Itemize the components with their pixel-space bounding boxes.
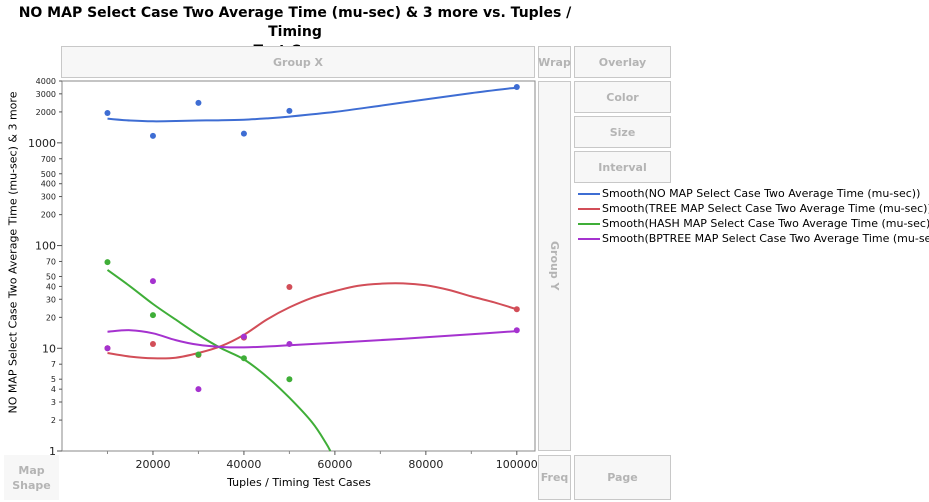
legend-item-1[interactable]: Smooth(NO MAP Select Case Two Average Ti…: [578, 186, 929, 201]
y-tick-label: 2: [51, 416, 56, 425]
x-tick-label: 40000: [226, 458, 261, 471]
data-point-series-1[interactable]: [286, 107, 293, 114]
legend-item-4[interactable]: Smooth(BPTREE MAP Select Case Two Averag…: [578, 231, 929, 246]
smooth-curves: [106, 86, 518, 452]
data-point-series-3[interactable]: [240, 355, 247, 362]
legend: Smooth(NO MAP Select Case Two Average Ti…: [578, 186, 929, 246]
x-axis-label: Tuples / Timing Test Cases: [227, 476, 371, 489]
data-point-series-1[interactable]: [240, 130, 247, 137]
smooth-line-series-4: [107, 329, 517, 349]
group-x-zone[interactable]: Group X: [61, 46, 535, 78]
y-tick-label: 3: [51, 398, 56, 407]
y-tick-label: 1000: [28, 137, 56, 150]
y-tick-label: 20: [46, 313, 56, 322]
legend-swatch: [578, 207, 600, 210]
data-point-series-4[interactable]: [195, 386, 202, 393]
data-point-series-3[interactable]: [149, 312, 156, 319]
legend-label: Smooth(BPTREE MAP Select Case Two Averag…: [602, 232, 929, 245]
data-point-series-3[interactable]: [195, 351, 202, 358]
group-y-label: Group Y: [548, 241, 561, 291]
data-point-series-3[interactable]: [104, 259, 111, 266]
y-tick-label: 200: [41, 211, 56, 220]
legend-label: Smooth(NO MAP Select Case Two Average Ti…: [602, 187, 921, 200]
data-point-series-4[interactable]: [240, 333, 247, 340]
y-tick-label: 30: [46, 295, 56, 304]
data-point-series-4[interactable]: [149, 278, 156, 285]
x-tick-label: 100000: [496, 458, 538, 471]
page-zone[interactable]: Page: [574, 455, 671, 500]
data-point-series-4[interactable]: [513, 327, 520, 334]
legend-swatch: [578, 222, 600, 225]
data-point-series-1[interactable]: [513, 83, 520, 90]
chart-title-line1: NO MAP Select Case Two Average Time (mu-…: [18, 5, 572, 40]
y-tick-label: 10: [42, 342, 56, 355]
smooth-line-series-3: [106, 269, 332, 452]
interval-zone[interactable]: Interval: [574, 151, 671, 183]
x-axis: 20000 40000 60000 80000 100000: [106, 451, 538, 471]
color-zone[interactable]: Color: [574, 81, 671, 113]
y-tick-label: 500: [41, 170, 56, 179]
data-point-series-2[interactable]: [286, 283, 293, 290]
data-point-series-4[interactable]: [286, 341, 293, 348]
y-tick-label: 5: [51, 375, 56, 384]
smooth-line-series-1: [107, 86, 517, 123]
y-tick-label: 2000: [36, 108, 56, 117]
plot-frame: [61, 80, 536, 452]
legend-item-2[interactable]: Smooth(TREE MAP Select Case Two Average …: [578, 201, 929, 216]
y-tick-label: 4000: [36, 77, 56, 86]
data-point-series-1[interactable]: [149, 132, 156, 139]
y-tick-label: 700: [41, 155, 56, 164]
data-point-series-4[interactable]: [104, 345, 111, 352]
size-zone[interactable]: Size: [574, 116, 671, 148]
data-point-series-2[interactable]: [513, 306, 520, 313]
x-tick-label: 60000: [317, 458, 352, 471]
data-point-series-1[interactable]: [104, 110, 111, 117]
map-shape-label-line2: Shape: [12, 478, 51, 492]
map-shape-label-line1: Map: [18, 463, 45, 477]
map-shape-zone[interactable]: Map Shape: [4, 455, 59, 500]
data-point-series-2[interactable]: [149, 341, 156, 348]
y-tick-label: 70: [46, 257, 56, 266]
y-tick-label: 1: [49, 445, 56, 458]
data-point-series-3[interactable]: [286, 376, 293, 383]
group-y-zone[interactable]: Group Y: [538, 81, 571, 451]
data-point-series-1[interactable]: [195, 99, 202, 106]
freq-zone[interactable]: Freq: [538, 455, 571, 500]
y-tick-label: 3000: [36, 90, 56, 99]
legend-label: Smooth(HASH MAP Select Case Two Average …: [602, 217, 929, 230]
legend-label: Smooth(TREE MAP Select Case Two Average …: [602, 202, 929, 215]
data-points: [104, 83, 520, 393]
y-tick-label: 7: [51, 360, 56, 369]
smooth-line-series-2: [107, 282, 518, 360]
x-tick-label: 80000: [408, 458, 443, 471]
y-tick-label: 4: [51, 385, 56, 394]
y-tick-label: 300: [41, 193, 56, 202]
legend-item-3[interactable]: Smooth(HASH MAP Select Case Two Average …: [578, 216, 929, 231]
y-tick-label: 50: [46, 272, 56, 281]
y-tick-label: 40: [46, 282, 56, 291]
legend-swatch: [578, 237, 600, 240]
y-tick-label: 100: [35, 240, 56, 253]
y-tick-label: 400: [41, 180, 56, 189]
legend-swatch: [578, 192, 600, 195]
overlay-zone[interactable]: Overlay: [574, 46, 671, 78]
x-tick-label: 20000: [135, 458, 170, 471]
wrap-zone[interactable]: Wrap: [538, 46, 571, 78]
